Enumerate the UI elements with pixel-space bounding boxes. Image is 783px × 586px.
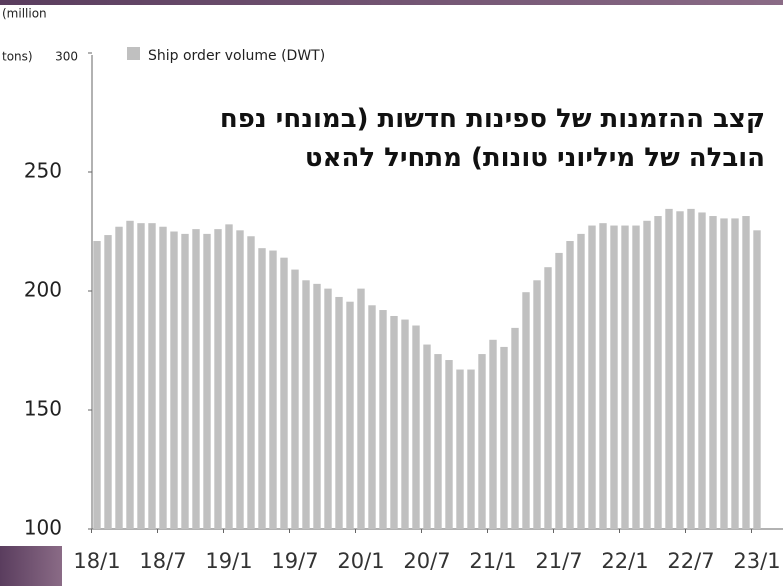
bar [159,227,166,529]
bar [687,209,694,529]
bar [720,218,727,529]
bar [654,216,661,529]
bar [93,241,100,529]
bar [588,226,595,529]
bar [280,258,287,529]
bar [445,360,452,529]
bar [390,316,397,529]
bar [500,347,507,529]
bar [555,253,562,529]
bar [335,297,342,529]
chart-title: הובלה של מיליוני טונות) מתחיל להאט [305,143,765,173]
x-tick-label: 19/1 [205,549,252,573]
bar [346,302,353,529]
x-tick-label: 21/1 [469,549,516,573]
x-tick-label: 23/1 [733,549,780,573]
y-tick-label: 250 [24,159,62,183]
bar [324,289,331,529]
x-tick-label: 18/7 [139,549,186,573]
bar [214,229,221,529]
chart: (million tons) Ship order volume (DWT) 1… [0,0,783,586]
y-tick-label: 100 [24,516,62,540]
bar [181,234,188,529]
bar [467,370,474,529]
bar [379,310,386,529]
bar [643,221,650,529]
bar [610,226,617,529]
legend-label: Ship order volume (DWT) [148,48,325,64]
x-tick-label: 18/1 [73,549,120,573]
bar [357,289,364,529]
bar [115,227,122,529]
bar [478,354,485,529]
x-tick-label: 20/1 [337,549,384,573]
x-tick-label: 21/7 [535,549,582,573]
y-axis-label: tons) [2,50,33,64]
bar [126,221,133,529]
bar [665,209,672,529]
bar [599,223,606,529]
bar [577,234,584,529]
bar [302,280,309,529]
bar [269,251,276,529]
bar [489,340,496,529]
bar [709,216,716,529]
page: (million tons) Ship order volume (DWT) 1… [0,0,783,586]
bar [621,226,628,529]
bar [225,224,232,529]
bar [742,216,749,529]
bar [258,248,265,529]
bar [313,284,320,529]
bar [423,345,430,529]
bar [434,354,441,529]
bar [511,328,518,529]
x-tick-label: 20/7 [403,549,450,573]
bar [753,230,760,529]
bar [203,234,210,529]
y-axis-label: (million [2,7,47,21]
y-tick-label: 200 [24,278,62,302]
x-tick-label: 22/7 [667,549,714,573]
legend-swatch [127,47,140,60]
y-tick-label: 300 [55,50,78,64]
bar [170,232,177,530]
bar [544,267,551,529]
bar [522,292,529,529]
bar [236,230,243,529]
bar [401,320,408,529]
x-tick-label: 19/7 [271,549,318,573]
bar [698,212,705,529]
bar [104,235,111,529]
x-tick-label: 22/1 [601,549,648,573]
bar [731,218,738,529]
background-strip [0,0,783,5]
y-tick-label: 150 [24,397,62,421]
bar [533,280,540,529]
bar [412,326,419,529]
bar [632,226,639,529]
bar [148,223,155,529]
bar [192,229,199,529]
chart-title: קצב ההזמנות של ספינות חדשות (במונחי נפח [220,104,765,134]
background-corner [0,546,62,586]
bar [291,270,298,529]
bar [247,236,254,529]
bar [456,370,463,529]
bar [676,211,683,529]
bar [566,241,573,529]
bar [137,223,144,529]
bar [368,305,375,529]
